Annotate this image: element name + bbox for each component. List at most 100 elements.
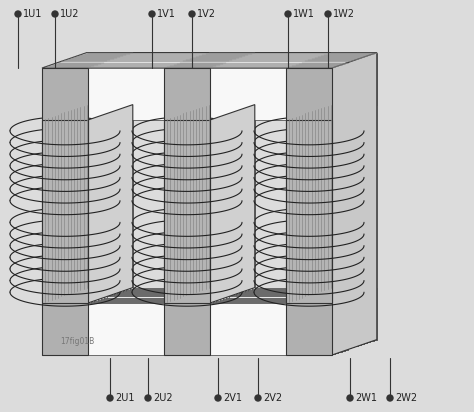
Polygon shape: [170, 66, 217, 353]
Polygon shape: [64, 295, 355, 347]
Text: 2V2: 2V2: [263, 393, 282, 403]
Circle shape: [387, 395, 393, 401]
Polygon shape: [164, 120, 210, 303]
Circle shape: [145, 395, 151, 401]
Text: 1U2: 1U2: [60, 9, 80, 19]
Polygon shape: [77, 56, 367, 108]
Polygon shape: [71, 293, 361, 345]
Polygon shape: [42, 120, 88, 303]
Text: 2W2: 2W2: [395, 393, 417, 403]
Polygon shape: [87, 288, 377, 339]
Circle shape: [347, 395, 353, 401]
Text: 2V1: 2V1: [223, 393, 242, 403]
Polygon shape: [202, 55, 248, 342]
Polygon shape: [315, 58, 361, 345]
Polygon shape: [302, 63, 348, 349]
Polygon shape: [286, 68, 332, 355]
Polygon shape: [190, 59, 236, 346]
Text: 1W2: 1W2: [333, 9, 355, 19]
Polygon shape: [42, 68, 332, 120]
Polygon shape: [45, 67, 335, 119]
Text: 2W1: 2W1: [355, 393, 377, 403]
Text: 2U2: 2U2: [153, 393, 173, 403]
Polygon shape: [286, 120, 332, 303]
Polygon shape: [186, 60, 232, 347]
Polygon shape: [318, 57, 364, 344]
Text: 17fig01B: 17fig01B: [60, 337, 94, 346]
Polygon shape: [296, 65, 342, 352]
Polygon shape: [48, 301, 338, 353]
Polygon shape: [42, 303, 332, 355]
Polygon shape: [68, 59, 357, 111]
Polygon shape: [206, 54, 252, 341]
Polygon shape: [52, 300, 342, 352]
Polygon shape: [196, 57, 242, 344]
Polygon shape: [183, 61, 229, 349]
Circle shape: [52, 11, 58, 17]
Polygon shape: [42, 68, 88, 355]
Polygon shape: [311, 59, 357, 346]
Polygon shape: [71, 58, 117, 345]
Text: 1U1: 1U1: [23, 9, 42, 19]
Polygon shape: [180, 63, 226, 349]
Polygon shape: [209, 53, 255, 339]
Circle shape: [15, 11, 21, 17]
Polygon shape: [58, 63, 348, 115]
Polygon shape: [52, 65, 342, 117]
Circle shape: [149, 11, 155, 17]
Polygon shape: [52, 65, 98, 352]
Polygon shape: [68, 294, 357, 346]
Polygon shape: [74, 57, 364, 109]
Polygon shape: [164, 68, 210, 355]
Text: 1W1: 1W1: [293, 9, 315, 19]
Polygon shape: [81, 290, 370, 342]
Polygon shape: [42, 53, 377, 68]
Polygon shape: [87, 53, 133, 339]
Polygon shape: [88, 105, 133, 303]
Polygon shape: [299, 63, 345, 351]
Polygon shape: [48, 66, 94, 353]
Polygon shape: [55, 63, 345, 116]
Polygon shape: [199, 56, 245, 343]
Circle shape: [255, 395, 261, 401]
Circle shape: [189, 11, 195, 17]
Polygon shape: [55, 299, 345, 351]
Polygon shape: [324, 55, 370, 342]
Polygon shape: [164, 68, 210, 355]
Polygon shape: [87, 53, 377, 105]
Polygon shape: [286, 68, 332, 355]
Polygon shape: [64, 60, 355, 112]
Polygon shape: [321, 56, 367, 343]
Polygon shape: [309, 60, 355, 347]
Polygon shape: [210, 105, 255, 303]
Polygon shape: [193, 58, 239, 345]
Polygon shape: [61, 61, 107, 349]
Polygon shape: [74, 292, 364, 344]
Polygon shape: [292, 66, 338, 353]
Polygon shape: [331, 53, 377, 339]
Polygon shape: [173, 65, 219, 352]
Circle shape: [325, 11, 331, 17]
Text: 1V1: 1V1: [157, 9, 176, 19]
Circle shape: [285, 11, 291, 17]
Circle shape: [107, 395, 113, 401]
Polygon shape: [305, 61, 351, 349]
Polygon shape: [64, 60, 110, 347]
Polygon shape: [83, 289, 374, 341]
Polygon shape: [81, 55, 370, 107]
Polygon shape: [58, 63, 104, 349]
Polygon shape: [61, 296, 351, 349]
Polygon shape: [83, 54, 129, 341]
Polygon shape: [61, 61, 351, 113]
Polygon shape: [45, 302, 335, 354]
Polygon shape: [48, 66, 338, 118]
Polygon shape: [83, 54, 374, 106]
Polygon shape: [81, 55, 127, 342]
Circle shape: [215, 395, 221, 401]
Polygon shape: [177, 63, 223, 351]
Text: 1V2: 1V2: [197, 9, 216, 19]
Polygon shape: [328, 54, 374, 341]
Polygon shape: [42, 68, 88, 355]
Polygon shape: [74, 57, 120, 344]
Polygon shape: [55, 63, 101, 351]
